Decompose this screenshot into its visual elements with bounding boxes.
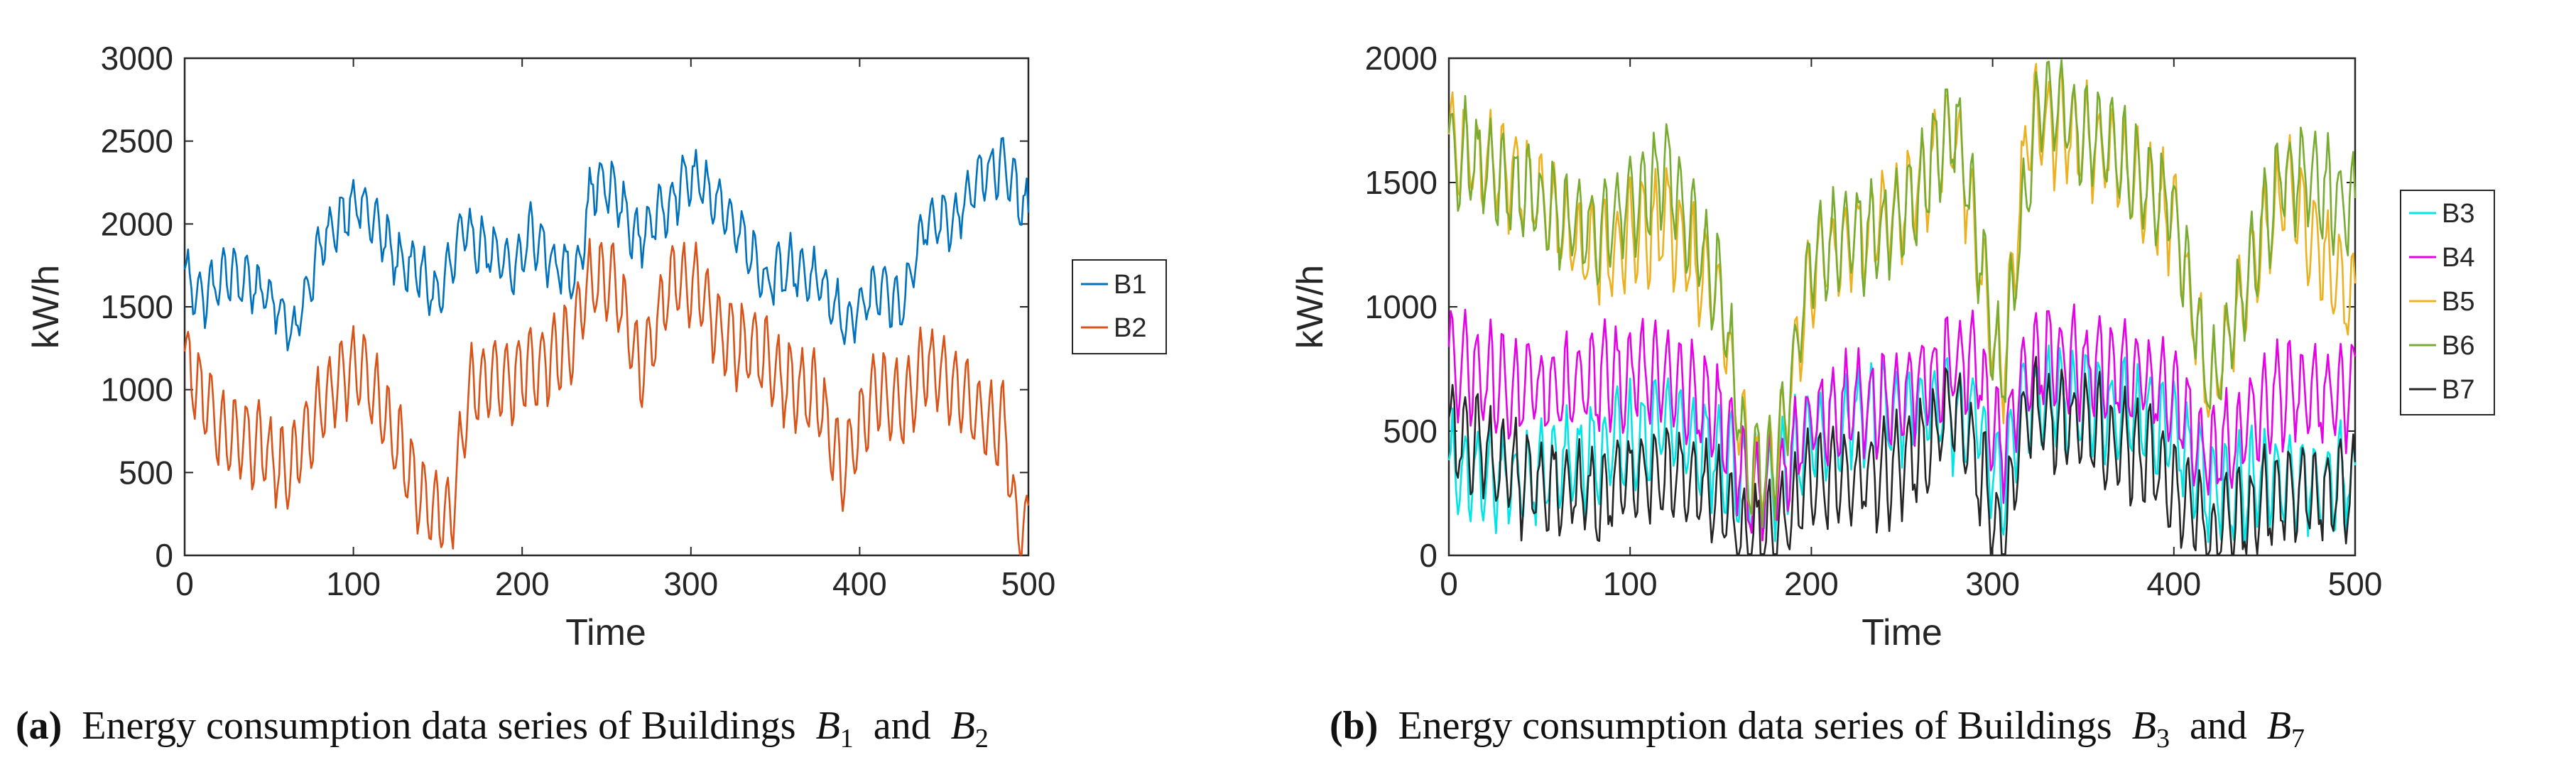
x-tick-label-a-300: 300: [663, 565, 718, 602]
series-line-b7: [1447, 356, 2357, 555]
axis-ticks-b: 0 100 200 300 400 500 0 500 1000 1500 2000: [1365, 40, 2383, 602]
y-tick-label-b-2000: 2000: [1365, 40, 1438, 77]
caption-b-var2: B: [2267, 704, 2291, 748]
x-tick-label-a-400: 400: [832, 565, 887, 602]
legend-label-b5: B5: [2442, 287, 2474, 317]
x-axis-label-b: Time: [1862, 612, 1942, 653]
series-line-b1: [183, 136, 1030, 352]
legend-box-a: [1072, 259, 1167, 354]
caption-a-sub1: 1: [840, 724, 854, 754]
x-tick-label-b-400: 400: [2146, 565, 2201, 602]
y-tick-label-a-500: 500: [119, 454, 173, 491]
y-tick-label-a-0: 0: [155, 537, 173, 574]
caption-b-sub1: 3: [2156, 724, 2170, 754]
caption-b-var1: B: [2132, 704, 2156, 748]
caption-b: (b) Energy consumption data series of Bu…: [1330, 704, 2305, 756]
caption-a: (a) Energy consumption data series of Bu…: [16, 704, 989, 756]
series-lines-a: [183, 136, 1030, 556]
x-tick-label-b-500: 500: [2328, 565, 2383, 602]
series-line-b6: [1447, 59, 2357, 528]
legend-box-b: [2400, 190, 2495, 415]
x-tick-label-b-300: 300: [1965, 565, 2020, 602]
series-lines-b: [1447, 59, 2357, 555]
y-tick-label-a-2000: 2000: [101, 205, 173, 242]
series-line-b3: [1447, 344, 2357, 548]
caption-b-sub2: 7: [2291, 724, 2305, 754]
legend-label-b1: B1: [1114, 270, 1146, 300]
x-tick-label-a-500: 500: [1001, 565, 1056, 602]
series-line-b2: [183, 238, 1030, 556]
caption-b-label: (b): [1330, 704, 1378, 748]
x-tick-label-a-100: 100: [326, 565, 381, 602]
y-tick-label-a-2500: 2500: [101, 123, 173, 160]
y-tick-label-a-1500: 1500: [101, 288, 173, 325]
x-tick-label-b-100: 100: [1603, 565, 1658, 602]
legend-label-b4: B4: [2442, 243, 2474, 273]
y-tick-label-b-1000: 1000: [1365, 288, 1438, 325]
caption-a-label: (a): [16, 704, 62, 748]
series-line-b4: [1447, 303, 2357, 542]
legend-label-b2: B2: [1114, 313, 1146, 343]
caption-b-text: Energy consumption data series of Buildi…: [1398, 704, 2112, 748]
panel-a: 0 100 200 300 400 500 0 500 1000 1500 2000 2500 3000…: [26, 40, 1167, 653]
legend-label-b7: B7: [2442, 375, 2474, 405]
y-tick-label-a-3000: 3000: [101, 40, 173, 77]
panel-b: 0 100 200 300 400 500 0 500 1000 1500 2000 Time kW…: [1290, 40, 2495, 653]
x-axis-label-a: Time: [565, 612, 646, 653]
y-tick-label-b-500: 500: [1383, 413, 1438, 450]
y-tick-label-b-1500: 1500: [1365, 164, 1438, 201]
axis-ticks-a: 0 100 200 300 400 500 0 500 1000 1500 2000 2500 3000: [101, 40, 1056, 602]
legend-a: B1 B2: [1072, 259, 1167, 354]
caption-a-var1: B: [816, 704, 840, 748]
legend-label-b3: B3: [2442, 199, 2474, 229]
caption-a-conj: and: [874, 704, 931, 748]
caption-a-var2: B: [951, 704, 975, 748]
y-tick-label-a-1000: 1000: [101, 371, 173, 408]
x-tick-label-b-0: 0: [1440, 565, 1458, 602]
x-tick-label-a-200: 200: [495, 565, 550, 602]
caption-b-conj: and: [2190, 704, 2247, 748]
y-axis-label-b: kW/h: [1290, 265, 1331, 349]
legend-b: B3 B4 B5 B6 B7: [2400, 190, 2495, 415]
caption-a-text: Energy consumption data series of Buildi…: [82, 704, 795, 748]
plot-area-a: [183, 57, 1030, 557]
x-tick-label-b-200: 200: [1784, 565, 1839, 602]
y-tick-label-b-0: 0: [1419, 537, 1438, 574]
legend-label-b6: B6: [2442, 331, 2474, 361]
y-axis-label-a: kW/h: [26, 265, 67, 349]
caption-a-sub2: 2: [975, 724, 989, 754]
x-tick-label-a-0: 0: [175, 565, 194, 602]
